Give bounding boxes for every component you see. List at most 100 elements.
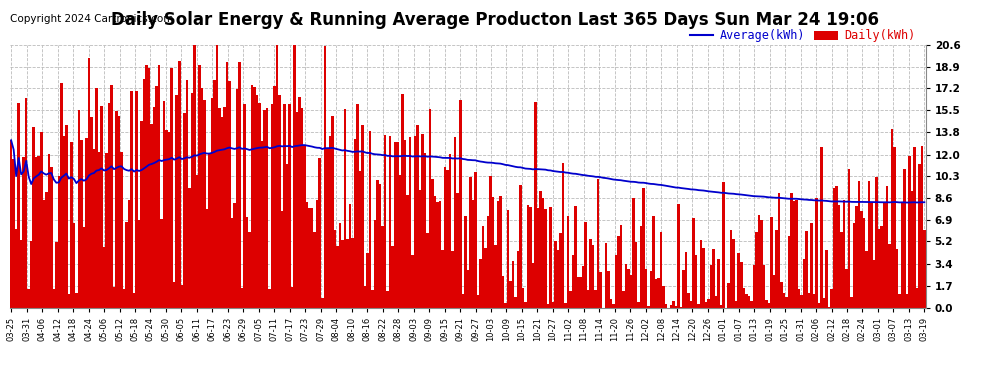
Bar [730,230,733,308]
Bar [903,170,906,308]
Bar [710,265,713,308]
Bar [638,302,640,307]
Bar [579,277,582,308]
Bar [314,232,316,308]
Bar [258,103,260,308]
Bar [143,80,146,308]
Bar [351,238,353,308]
Bar [813,294,815,308]
Bar [234,203,236,308]
Bar [57,176,60,308]
Bar [718,260,720,308]
Bar [875,177,878,308]
Bar [735,302,738,307]
Bar [793,201,795,308]
Bar [141,121,143,308]
Bar [226,62,228,308]
Bar [670,305,672,308]
Bar [20,240,23,308]
Bar [198,65,201,308]
Bar [893,147,896,308]
Bar [451,251,454,308]
Bar [454,137,456,308]
Bar [115,111,118,308]
Bar [572,255,574,308]
Bar [762,265,765,308]
Bar [559,233,562,308]
Bar [158,64,160,308]
Bar [43,200,45,308]
Bar [858,181,860,308]
Bar [880,226,883,308]
Bar [742,288,745,308]
Bar [265,108,268,307]
Bar [702,248,705,308]
Bar [88,58,90,308]
Bar [429,109,432,308]
Bar [213,80,216,308]
Bar [492,197,494,308]
Bar [535,102,537,308]
Bar [896,249,898,308]
Bar [815,198,818,308]
Bar [587,290,589,308]
Bar [409,137,411,308]
Bar [55,242,57,308]
Bar [216,45,218,308]
Bar [635,242,638,308]
Bar [525,302,527,307]
Bar [680,307,682,308]
Bar [241,288,244,308]
Bar [878,229,880,308]
Bar [165,130,168,308]
Bar [309,208,311,308]
Bar [93,149,95,308]
Bar [248,232,250,308]
Bar [823,298,826,307]
Bar [853,223,855,308]
Bar [437,202,439,308]
Bar [344,109,346,307]
Bar [152,106,155,308]
Bar [537,208,540,308]
Bar [178,61,180,308]
Bar [659,232,662,308]
Bar [556,250,559,307]
Bar [456,194,459,308]
Bar [828,307,831,308]
Bar [80,140,82,308]
Bar [170,68,173,308]
Bar [23,157,25,308]
Legend: Average(kWh), Daily(kWh): Average(kWh), Daily(kWh) [685,25,920,47]
Bar [865,251,868,308]
Bar [286,164,288,308]
Bar [376,180,379,308]
Bar [283,104,286,308]
Bar [126,222,128,308]
Bar [471,201,474,308]
Bar [625,264,627,308]
Bar [795,200,798,308]
Bar [803,260,805,308]
Bar [622,291,625,308]
Bar [103,248,105,308]
Bar [818,303,821,307]
Bar [532,262,535,308]
Bar [113,287,115,308]
Bar [353,139,356,308]
Bar [600,272,602,308]
Bar [833,188,836,308]
Bar [13,159,15,308]
Bar [514,297,517,307]
Bar [574,206,577,308]
Bar [755,232,757,308]
Bar [733,239,735,308]
Bar [356,104,358,308]
Bar [860,211,863,308]
Bar [38,156,40,308]
Bar [326,148,329,308]
Bar [918,164,921,308]
Bar [569,291,572,308]
Bar [131,92,133,308]
Bar [540,191,542,308]
